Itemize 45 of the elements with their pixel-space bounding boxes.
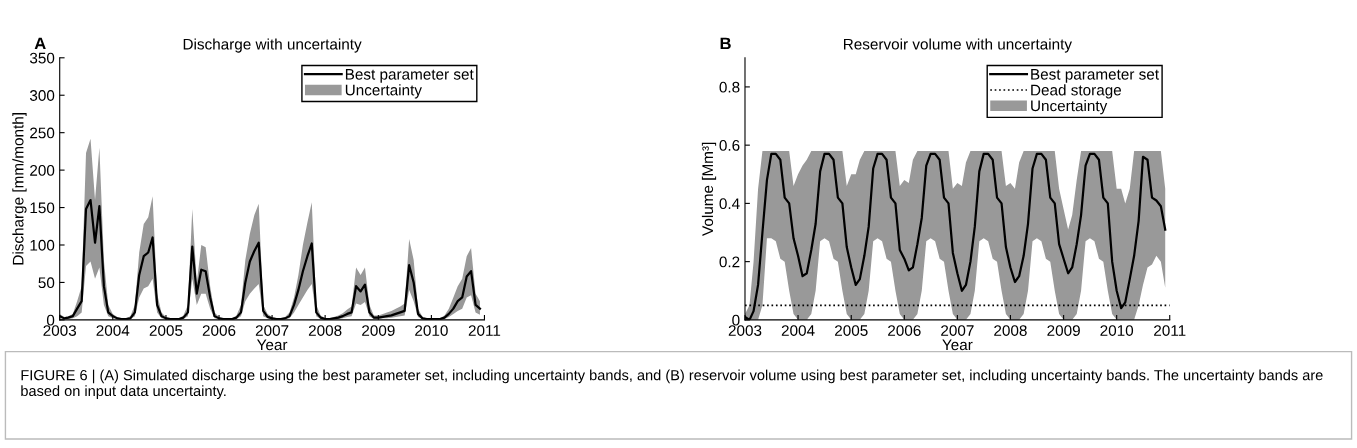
x-tick-label: 2009 <box>362 325 395 336</box>
y-tick-label: 0.6 <box>719 140 740 151</box>
legend-label: Uncertainty <box>345 84 422 99</box>
text: B <box>720 37 731 50</box>
x-axis-title: Year <box>942 339 973 351</box>
caption: FIGURE 6 | (A) Simulated discharge using the best parameter set, including uncertainty bands, and (B) reservoir volume using best parameter set, including uncertainty bands. The uncertainty bands are based on input data uncertainty. <box>21 369 1323 399</box>
x-tick-label: 2004 <box>781 325 815 336</box>
x-tick-label: 2006 <box>888 325 921 336</box>
y-tick-label: 200 <box>30 164 55 176</box>
x-tick-label: 2004 <box>96 325 130 336</box>
legend-label: Best parameter set <box>345 69 474 83</box>
y-tick-label: 0.2 <box>719 256 740 268</box>
x-axis-title: Year <box>256 339 288 351</box>
y-tick-label: 0.8 <box>719 81 740 93</box>
y-tick-label: 100 <box>30 239 55 251</box>
y-tick-label: 150 <box>30 202 55 214</box>
text: A <box>34 37 46 50</box>
x-tick-label: 2010 <box>1100 325 1134 336</box>
x-tick-label: 2005 <box>835 325 868 336</box>
x-tick-label: 2011 <box>468 325 501 336</box>
y-tick-label: 300 <box>29 90 55 101</box>
y-tick-label: 350 <box>29 52 55 64</box>
x-tick-label: 2003 <box>43 325 77 336</box>
legend-label: Best parameter set <box>1031 69 1159 83</box>
y-tick-label: 0 <box>732 314 740 326</box>
legend-label: Dead storage <box>1031 84 1122 99</box>
y-tick-label: 250 <box>30 127 55 139</box>
x-tick-label: 2006 <box>202 325 236 336</box>
x-tick-label: 2003 <box>728 325 762 336</box>
x-tick-label: 2007 <box>255 325 289 336</box>
y-tick-label: 50 <box>38 277 55 289</box>
y-axis-title: Volume [Mm³] <box>701 142 717 236</box>
x-tick-label: 2009 <box>1047 325 1080 336</box>
legend-label: Uncertainty <box>1031 100 1108 115</box>
x-tick-label: 2007 <box>941 325 974 336</box>
y-tick-label: 0 <box>46 314 55 326</box>
x-tick-label: 2010 <box>415 325 448 336</box>
y-tick-label: 0.4 <box>719 198 740 210</box>
x-tick-label: 2008 <box>994 325 1027 336</box>
x-tick-label: 2008 <box>308 325 342 336</box>
chart-title: Discharge with uncertainty <box>183 38 362 53</box>
chart-title: Reservoir volume with uncertainty <box>844 38 1072 53</box>
y-axis-title: Discharge [mm/month] <box>12 113 27 265</box>
x-tick-label: 2011 <box>1154 325 1186 336</box>
x-tick-label: 2005 <box>149 325 183 336</box>
